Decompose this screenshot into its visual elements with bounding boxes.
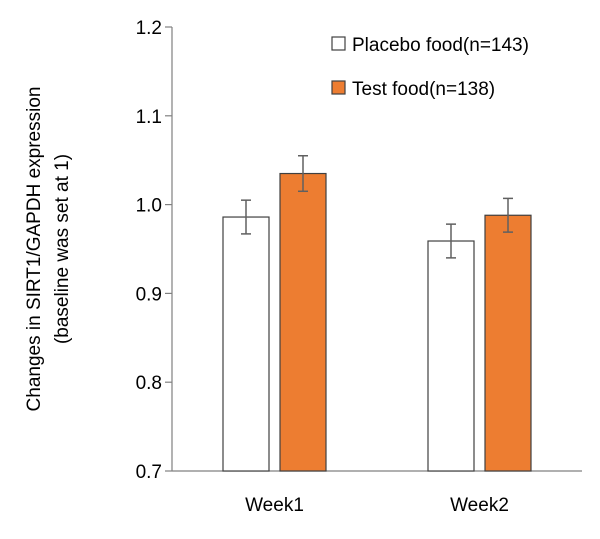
legend: Placebo food(n=143) Test food(n=138) [331,35,529,100]
y-tick-label: 1.2 [136,18,162,39]
error-bar [241,199,251,235]
y-axis: 0.7 0.8 0.9 1.0 1.1 1.2 [136,18,173,483]
x-tick-label: Week1 [245,495,304,516]
bar-test-week2 [484,214,532,472]
x-tick-label: Week2 [450,495,509,516]
error-bar [503,197,513,233]
error-bar [446,223,456,259]
legend-swatch-test [331,80,346,95]
error-bar [298,155,308,193]
y-tick-label: 0.7 [136,462,162,483]
bar-placebo-week1 [222,216,270,472]
y-axis-title-line-2: (baseline was set at 1) [52,154,73,344]
legend-swatch-placebo [331,36,346,51]
bar-test-week1 [279,172,327,472]
bars [222,155,532,472]
bar-placebo-week2 [427,240,475,472]
y-tick-label: 1.0 [136,196,162,217]
y-tick-label: 0.9 [136,284,162,305]
y-axis-title-line-1: Changes in SIRT1/GAPDH expression [24,87,45,412]
y-tick-label: 0.8 [136,373,162,394]
y-tick-label: 1.1 [136,107,162,128]
x-axis: Week1 Week2 [172,470,582,516]
legend-label-test: Test food(n=138) [352,79,495,100]
legend-label-placebo: Placebo food(n=143) [352,35,529,56]
y-axis-title: Changes in SIRT1/GAPDH expression (basel… [24,87,73,412]
